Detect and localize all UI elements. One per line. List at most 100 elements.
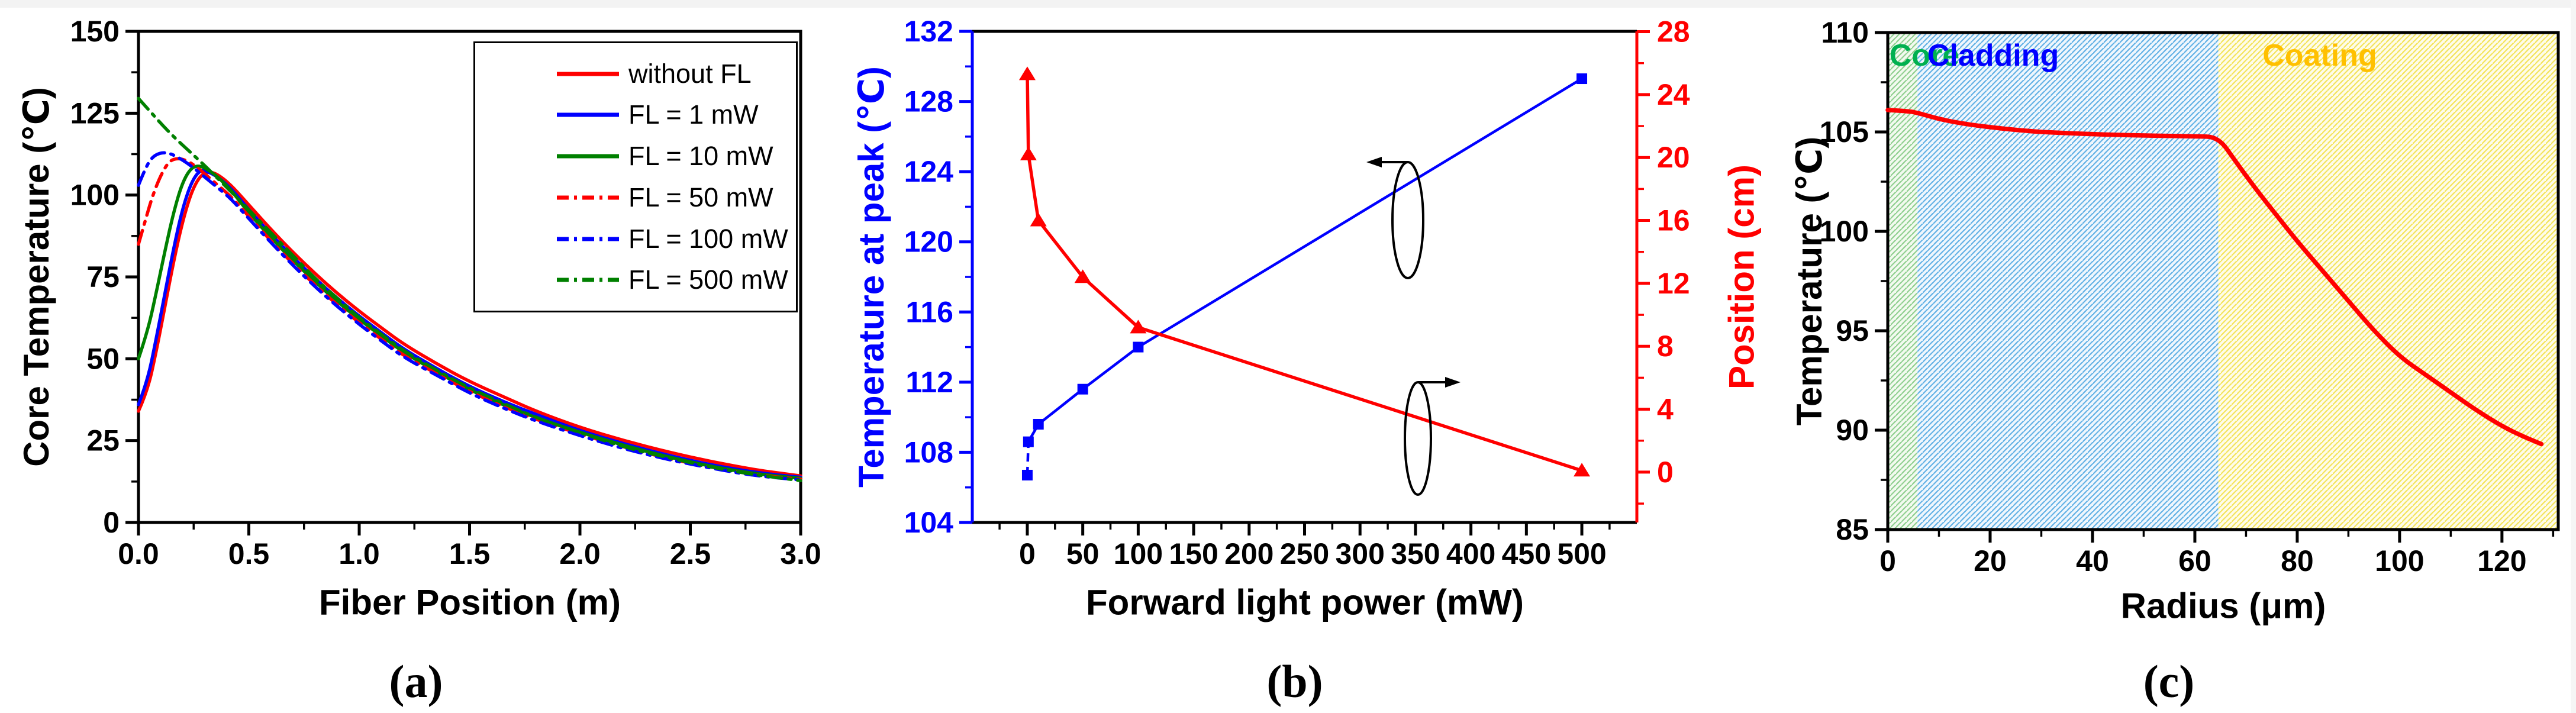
x-tick-label: 1.5 [449,537,491,570]
legend-line-icon [557,154,619,159]
marker-square [1033,419,1044,430]
x-tick-label: 200 [1224,537,1274,570]
x-tick-label: 20 [1974,544,2007,578]
x-tick-label: 100 [1114,537,1163,570]
y-tick-label: 85 [1836,513,1869,546]
panel-b-left-axis-title: Temperature at peak (℃) [852,66,891,488]
marker-triangle [1574,463,1591,477]
panel-c-label: (c) [2143,656,2195,707]
legend-line-icon [557,112,619,117]
left-tick-label: 124 [904,155,954,188]
legend-item: without FL [557,59,792,89]
marker-square [1021,469,1033,480]
panel-a-x-axis-title: Fiber Position (m) [319,582,621,622]
legend-label: FL = 1 mW [628,99,759,130]
x-tick-label: 450 [1502,537,1551,570]
y-tick-label: 0 [103,506,120,539]
left-axis-indicator [1366,157,1424,279]
right-tick-label: 12 [1657,267,1690,300]
legend-line-icon [557,72,619,76]
right-tick-label: 24 [1657,78,1690,111]
x-tick-label: 2.5 [670,537,711,570]
left-tick-label: 128 [904,85,953,118]
left-tick-label: 120 [904,225,953,259]
marker-square [1576,73,1588,85]
region-core-hatch [1888,33,1918,530]
curve-fl-100mw [137,151,802,482]
right-axis-indicator-arrow-head [1445,377,1461,388]
region-coating-hatch [2218,33,2558,530]
legend-label: FL = 500 mW [628,264,788,295]
x-tick-label: 0.0 [118,537,159,570]
x-tick-label: 60 [2178,544,2211,578]
series-temperature-at-peak-line [1027,78,1583,443]
x-tick-label: 350 [1391,537,1440,570]
x-tick-label: 40 [2076,544,2109,578]
y-tick-label: 125 [70,96,120,130]
region-cladding-hatch [1917,33,2219,530]
legend-line-icon [557,278,619,282]
left-tick-label: 112 [905,366,953,399]
x-tick-label: 0.5 [228,537,270,570]
curve-radial-temperature [1885,108,2544,447]
right-tick-label: 4 [1657,393,1674,426]
x-tick-label: 500 [1557,537,1606,570]
left-tick-label: 116 [905,295,953,328]
x-tick-label: 2.0 [559,537,601,570]
x-tick-label: 100 [2375,544,2424,578]
panel-c: 85 90 95 100 105 110 0 20 40 60 80 100 120 [1820,16,2560,578]
legend-line-sample [557,276,619,283]
left-axis-indicator-arrow-head [1366,157,1382,167]
right-axis-indicator [1404,377,1461,496]
panel-b-right-axis-title: Position (cm) [1721,164,1762,390]
legend-item: FL = 100 mW [557,224,792,254]
screenshot-right-margin [2571,0,2576,713]
x-tick-label: 1.0 [338,537,380,570]
x-tick-label: 250 [1280,537,1329,570]
x-tick-label: 3.0 [780,537,821,570]
panel-a: 0 25 50 75 100 125 150 0.0 0.5 1.0 1.5 2.0 2.5 3.0 [70,15,821,570]
left-axis-indicator-ellipse [1391,161,1424,279]
marker-triangle [1018,66,1036,80]
marker-square [1023,436,1034,447]
y-tick-label: 50 [86,342,120,375]
series-peak-position-line [1026,74,1582,472]
legend-item: FL = 10 mW [557,141,792,172]
screenshot-top-margin [0,0,2576,8]
legend-line-icon [557,195,619,200]
legend-line-sample [557,153,619,160]
legend-label: FL = 10 mW [628,141,773,172]
y-tick-label: 90 [1836,414,1869,447]
legend-line-sample [557,111,619,118]
panel-b: 104 108 112 116 120 124 128 132 0 4 8 12 16 20 24 28 0 50… [904,15,1690,570]
region-label-coating: Coating [2262,38,2377,73]
x-tick-label: 0 [1019,537,1036,570]
legend-item: FL = 1 mW [557,99,792,130]
y-tick-label: 105 [1820,115,1869,149]
x-tick-label: 50 [1066,537,1100,570]
legend: without FL FL = 1 mW FL = 10 mW FL = 50 … [473,41,798,312]
x-tick-label: 0 [1879,544,1896,578]
panel-c-x-axis-title: Radius (μm) [2120,586,2326,626]
panel-a-label: (a) [389,656,443,707]
legend-line-sample [557,194,619,201]
region-label-core: Core [1889,38,1960,73]
y-tick-label: 150 [70,15,120,48]
legend-line-sample [557,70,619,78]
marker-square [1133,341,1144,353]
marker-triangle [1074,269,1091,283]
right-tick-label: 16 [1657,204,1690,237]
curve-fl-500mw [137,96,802,482]
marker-triangle [1030,212,1047,227]
left-tick-label: 132 [904,15,953,48]
x-tick-label: 300 [1335,537,1384,570]
legend-line-sample [557,235,619,243]
legend-label: FL = 100 mW [628,223,788,254]
y-tick-label: 100 [70,179,120,212]
panel-c-y-axis-title: Temperature (℃) [1790,136,1829,426]
legend-line-icon [557,237,619,241]
right-axis-indicator-ellipse [1404,381,1432,496]
marker-square [1077,383,1088,395]
y-tick-label: 25 [86,424,120,457]
right-tick-label: 20 [1657,141,1690,174]
